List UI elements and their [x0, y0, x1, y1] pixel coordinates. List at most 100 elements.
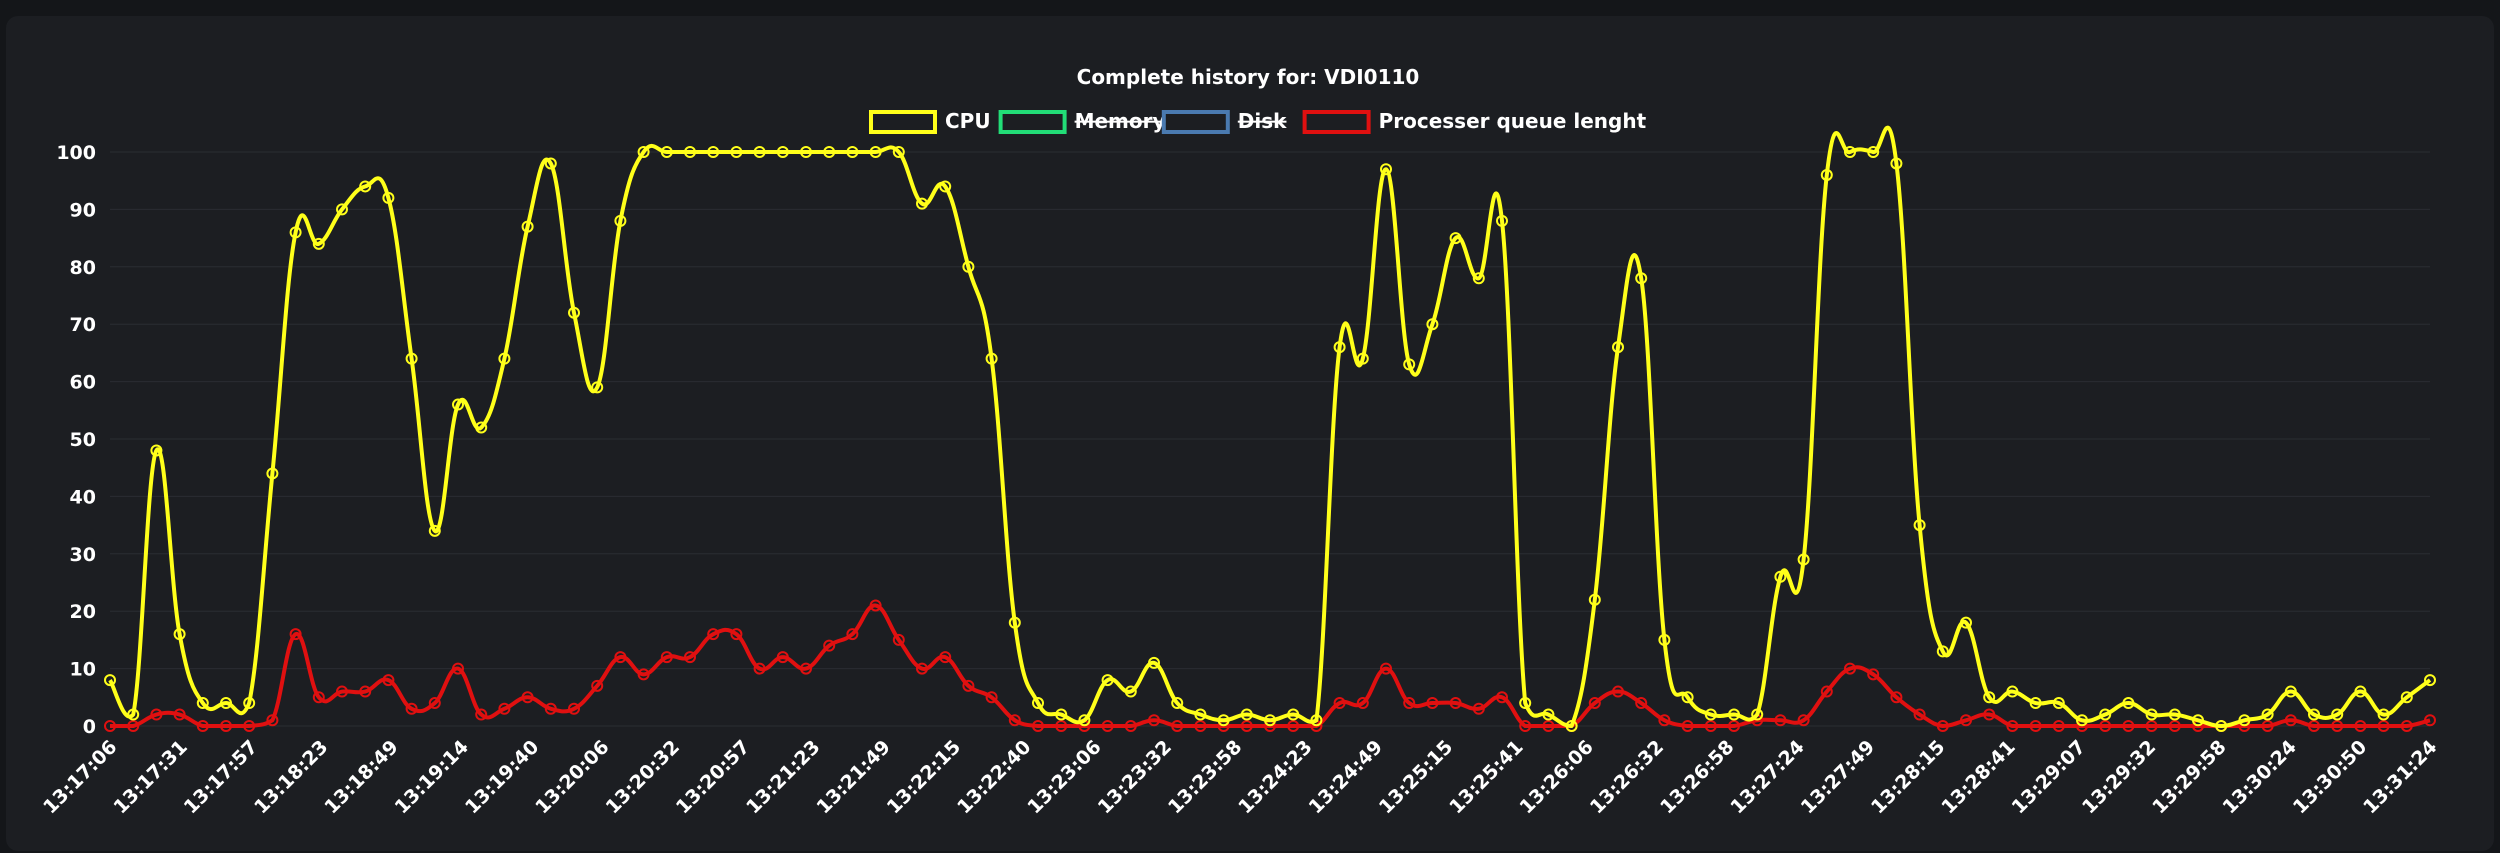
data-point[interactable] — [730, 146, 743, 158]
data-point[interactable] — [312, 691, 325, 704]
data-point[interactable] — [544, 702, 557, 715]
data-point[interactable] — [544, 157, 557, 170]
data-point[interactable] — [266, 714, 279, 727]
data-point[interactable] — [2308, 720, 2320, 732]
data-point[interactable] — [2052, 720, 2065, 732]
data-point[interactable] — [196, 697, 209, 710]
data-point[interactable] — [2331, 720, 2344, 732]
data-point[interactable] — [1055, 708, 1068, 721]
data-point[interactable] — [1310, 714, 1323, 727]
data-point[interactable] — [1032, 697, 1044, 710]
data-point[interactable] — [150, 444, 163, 457]
data-point[interactable] — [892, 633, 905, 646]
data-point[interactable] — [1681, 691, 1694, 704]
data-point[interactable] — [1055, 720, 1068, 732]
data-point[interactable] — [1008, 616, 1021, 629]
data-point[interactable] — [2424, 674, 2436, 687]
data-point[interactable] — [1194, 708, 1207, 721]
data-point[interactable] — [104, 674, 116, 687]
data-point[interactable] — [1472, 702, 1485, 715]
data-point[interactable] — [568, 702, 580, 715]
data-point[interactable] — [1542, 708, 1555, 721]
data-point[interactable] — [2122, 697, 2135, 710]
data-point[interactable] — [405, 702, 418, 715]
data-point[interactable] — [1078, 714, 1091, 727]
data-point[interactable] — [1496, 691, 1508, 704]
data-point[interactable] — [173, 708, 186, 721]
data-point[interactable] — [1983, 708, 1996, 721]
data-point[interactable] — [614, 651, 627, 664]
data-point[interactable] — [1403, 697, 1416, 710]
data-point[interactable] — [637, 146, 650, 158]
data-point[interactable] — [2168, 720, 2181, 732]
data-point[interactable] — [985, 352, 998, 365]
data-point[interactable] — [1681, 720, 1694, 732]
data-point[interactable] — [452, 398, 464, 411]
data-point[interactable] — [1287, 708, 1300, 721]
data-point[interactable] — [1797, 553, 1810, 566]
data-point[interactable] — [312, 237, 325, 250]
data-point[interactable] — [2261, 708, 2274, 721]
data-point[interactable] — [1704, 708, 1717, 721]
data-point[interactable] — [1264, 714, 1276, 727]
data-point[interactable] — [1426, 318, 1439, 331]
data-point[interactable] — [2284, 685, 2297, 698]
data-point[interactable] — [962, 679, 975, 692]
data-point[interactable] — [823, 146, 836, 158]
data-point[interactable] — [591, 381, 604, 394]
data-point[interactable] — [2029, 697, 2042, 710]
data-point[interactable] — [2238, 714, 2251, 727]
data-point[interactable] — [776, 651, 789, 664]
data-point[interactable] — [382, 674, 395, 687]
data-point[interactable] — [2052, 697, 2065, 710]
data-point[interactable] — [823, 639, 836, 652]
data-point[interactable] — [452, 662, 464, 675]
data-point[interactable] — [707, 628, 720, 641]
data-point[interactable] — [359, 685, 372, 698]
data-point[interactable] — [1797, 714, 1810, 727]
data-point[interactable] — [2168, 708, 2181, 721]
data-point[interactable] — [985, 691, 998, 704]
data-point[interactable] — [1936, 645, 1949, 658]
data-point[interactable] — [1612, 685, 1624, 698]
legend-item[interactable]: CPU — [869, 109, 991, 134]
data-point[interactable] — [1890, 691, 1903, 704]
data-point[interactable] — [591, 679, 604, 692]
data-point[interactable] — [2215, 720, 2228, 732]
data-point[interactable] — [1890, 157, 1903, 170]
data-point[interactable] — [428, 697, 441, 710]
data-point[interactable] — [2377, 708, 2390, 721]
data-point[interactable] — [1101, 720, 1114, 732]
data-point[interactable] — [1728, 708, 1740, 721]
data-point[interactable] — [1032, 720, 1044, 732]
data-point[interactable] — [475, 708, 488, 721]
data-point[interactable] — [498, 702, 511, 715]
data-point[interactable] — [127, 720, 140, 732]
data-point[interactable] — [2261, 720, 2274, 732]
data-point[interactable] — [2099, 720, 2112, 732]
data-point[interactable] — [753, 146, 766, 158]
data-point[interactable] — [1519, 697, 1532, 710]
data-point[interactable] — [289, 226, 302, 239]
data-point[interactable] — [2284, 714, 2297, 727]
data-point[interactable] — [1240, 720, 1253, 732]
data-point[interactable] — [1635, 697, 1648, 710]
data-point[interactable] — [846, 628, 859, 641]
data-point[interactable] — [1565, 720, 1578, 732]
data-point[interactable] — [1333, 697, 1346, 710]
data-point[interactable] — [869, 146, 882, 158]
data-point[interactable] — [1635, 272, 1648, 285]
data-point[interactable] — [1403, 358, 1416, 371]
data-point[interactable] — [1449, 232, 1462, 245]
data-point[interactable] — [916, 197, 928, 210]
data-point[interactable] — [243, 720, 256, 732]
data-point[interactable] — [1704, 720, 1717, 732]
data-point[interactable] — [1240, 708, 1253, 721]
data-point[interactable] — [336, 203, 348, 216]
data-point[interactable] — [2424, 714, 2436, 727]
data-point[interactable] — [1124, 720, 1137, 732]
data-point[interactable] — [1658, 714, 1671, 727]
data-point[interactable] — [1751, 708, 1764, 721]
data-point[interactable] — [869, 599, 882, 612]
data-point[interactable] — [220, 697, 232, 710]
